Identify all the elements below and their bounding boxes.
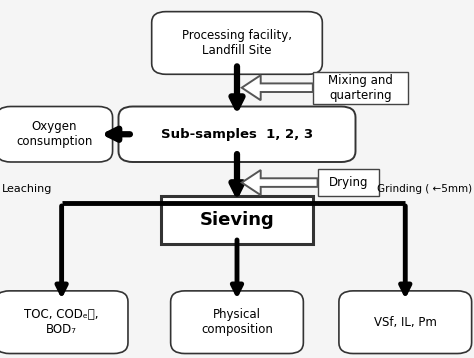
- Text: TOC, CODₑ⁲,
BOD₇: TOC, CODₑ⁲, BOD₇: [24, 308, 99, 336]
- FancyBboxPatch shape: [171, 291, 303, 354]
- Text: Sub-samples  1, 2, 3: Sub-samples 1, 2, 3: [161, 128, 313, 141]
- Polygon shape: [242, 170, 318, 195]
- Text: Drying: Drying: [328, 176, 368, 189]
- Text: Sieving: Sieving: [200, 211, 274, 229]
- Text: Leaching: Leaching: [2, 184, 52, 194]
- FancyBboxPatch shape: [152, 11, 322, 74]
- Text: Oxygen
consumption: Oxygen consumption: [16, 120, 93, 148]
- FancyBboxPatch shape: [161, 196, 313, 244]
- FancyBboxPatch shape: [0, 291, 128, 354]
- Bar: [318, 169, 379, 196]
- FancyBboxPatch shape: [118, 107, 356, 162]
- Text: Physical
composition: Physical composition: [201, 308, 273, 336]
- Polygon shape: [242, 75, 313, 100]
- Text: Mixing and
quartering: Mixing and quartering: [328, 74, 392, 102]
- Text: Processing facility,
Landfill Site: Processing facility, Landfill Site: [182, 29, 292, 57]
- FancyBboxPatch shape: [339, 291, 472, 354]
- Bar: [313, 72, 408, 104]
- Text: Grinding ( ←5mm): Grinding ( ←5mm): [377, 184, 472, 194]
- FancyBboxPatch shape: [0, 107, 112, 162]
- Text: VSf, IL, Pm: VSf, IL, Pm: [374, 316, 437, 329]
